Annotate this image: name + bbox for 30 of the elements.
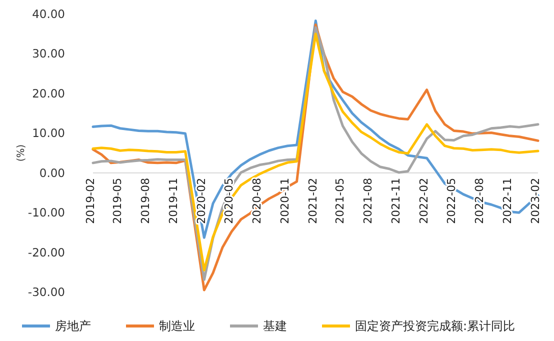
y-tick-label: 30.00 — [32, 46, 65, 61]
y-tick-label: 0.00 — [39, 166, 65, 180]
x-tick-label: 2020-08 — [250, 178, 264, 224]
y-tick-label: 10.00 — [32, 126, 65, 140]
y-tick-label: 40.00 — [32, 7, 65, 22]
legend-label: 房地产 — [55, 319, 91, 334]
x-tick-label: 2022-08 — [472, 178, 486, 224]
x-tick-label: 2022-11 — [500, 178, 514, 224]
x-tick-label: 2021-05 — [334, 178, 347, 224]
x-tick-label: 2020-05 — [222, 178, 236, 224]
x-tick-label: 2022-02 — [418, 178, 431, 224]
x-tick-label: 2021-08 — [362, 178, 375, 224]
x-tick-label: 2019-02 — [84, 178, 97, 224]
y-tick-label: -10.00 — [28, 206, 65, 220]
x-tick-label: 2020-11 — [278, 178, 292, 224]
legend-label: 制造业 — [159, 319, 195, 334]
y-axis-title: (%) — [16, 144, 27, 162]
y-tick-label: 20.00 — [32, 86, 65, 100]
x-tick-label: 2019-08 — [139, 178, 152, 224]
x-tick-label: 2023-02 — [528, 178, 542, 224]
x-tick-label: 2020-02 — [195, 178, 208, 224]
x-tick-label: 2019-05 — [110, 178, 124, 224]
x-tick-label: 2019-11 — [167, 178, 180, 224]
x-tick-label: 2022-05 — [444, 178, 458, 224]
legend-label: 固定资产投资完成额:累计同比 — [355, 319, 516, 334]
legend-label: 基建 — [263, 319, 287, 334]
x-tick-label: 2021-11 — [390, 178, 403, 224]
y-tick-label: -30.00 — [28, 285, 65, 300]
x-tick-label: 2021-02 — [306, 178, 320, 224]
y-tick-label: -20.00 — [28, 245, 65, 260]
